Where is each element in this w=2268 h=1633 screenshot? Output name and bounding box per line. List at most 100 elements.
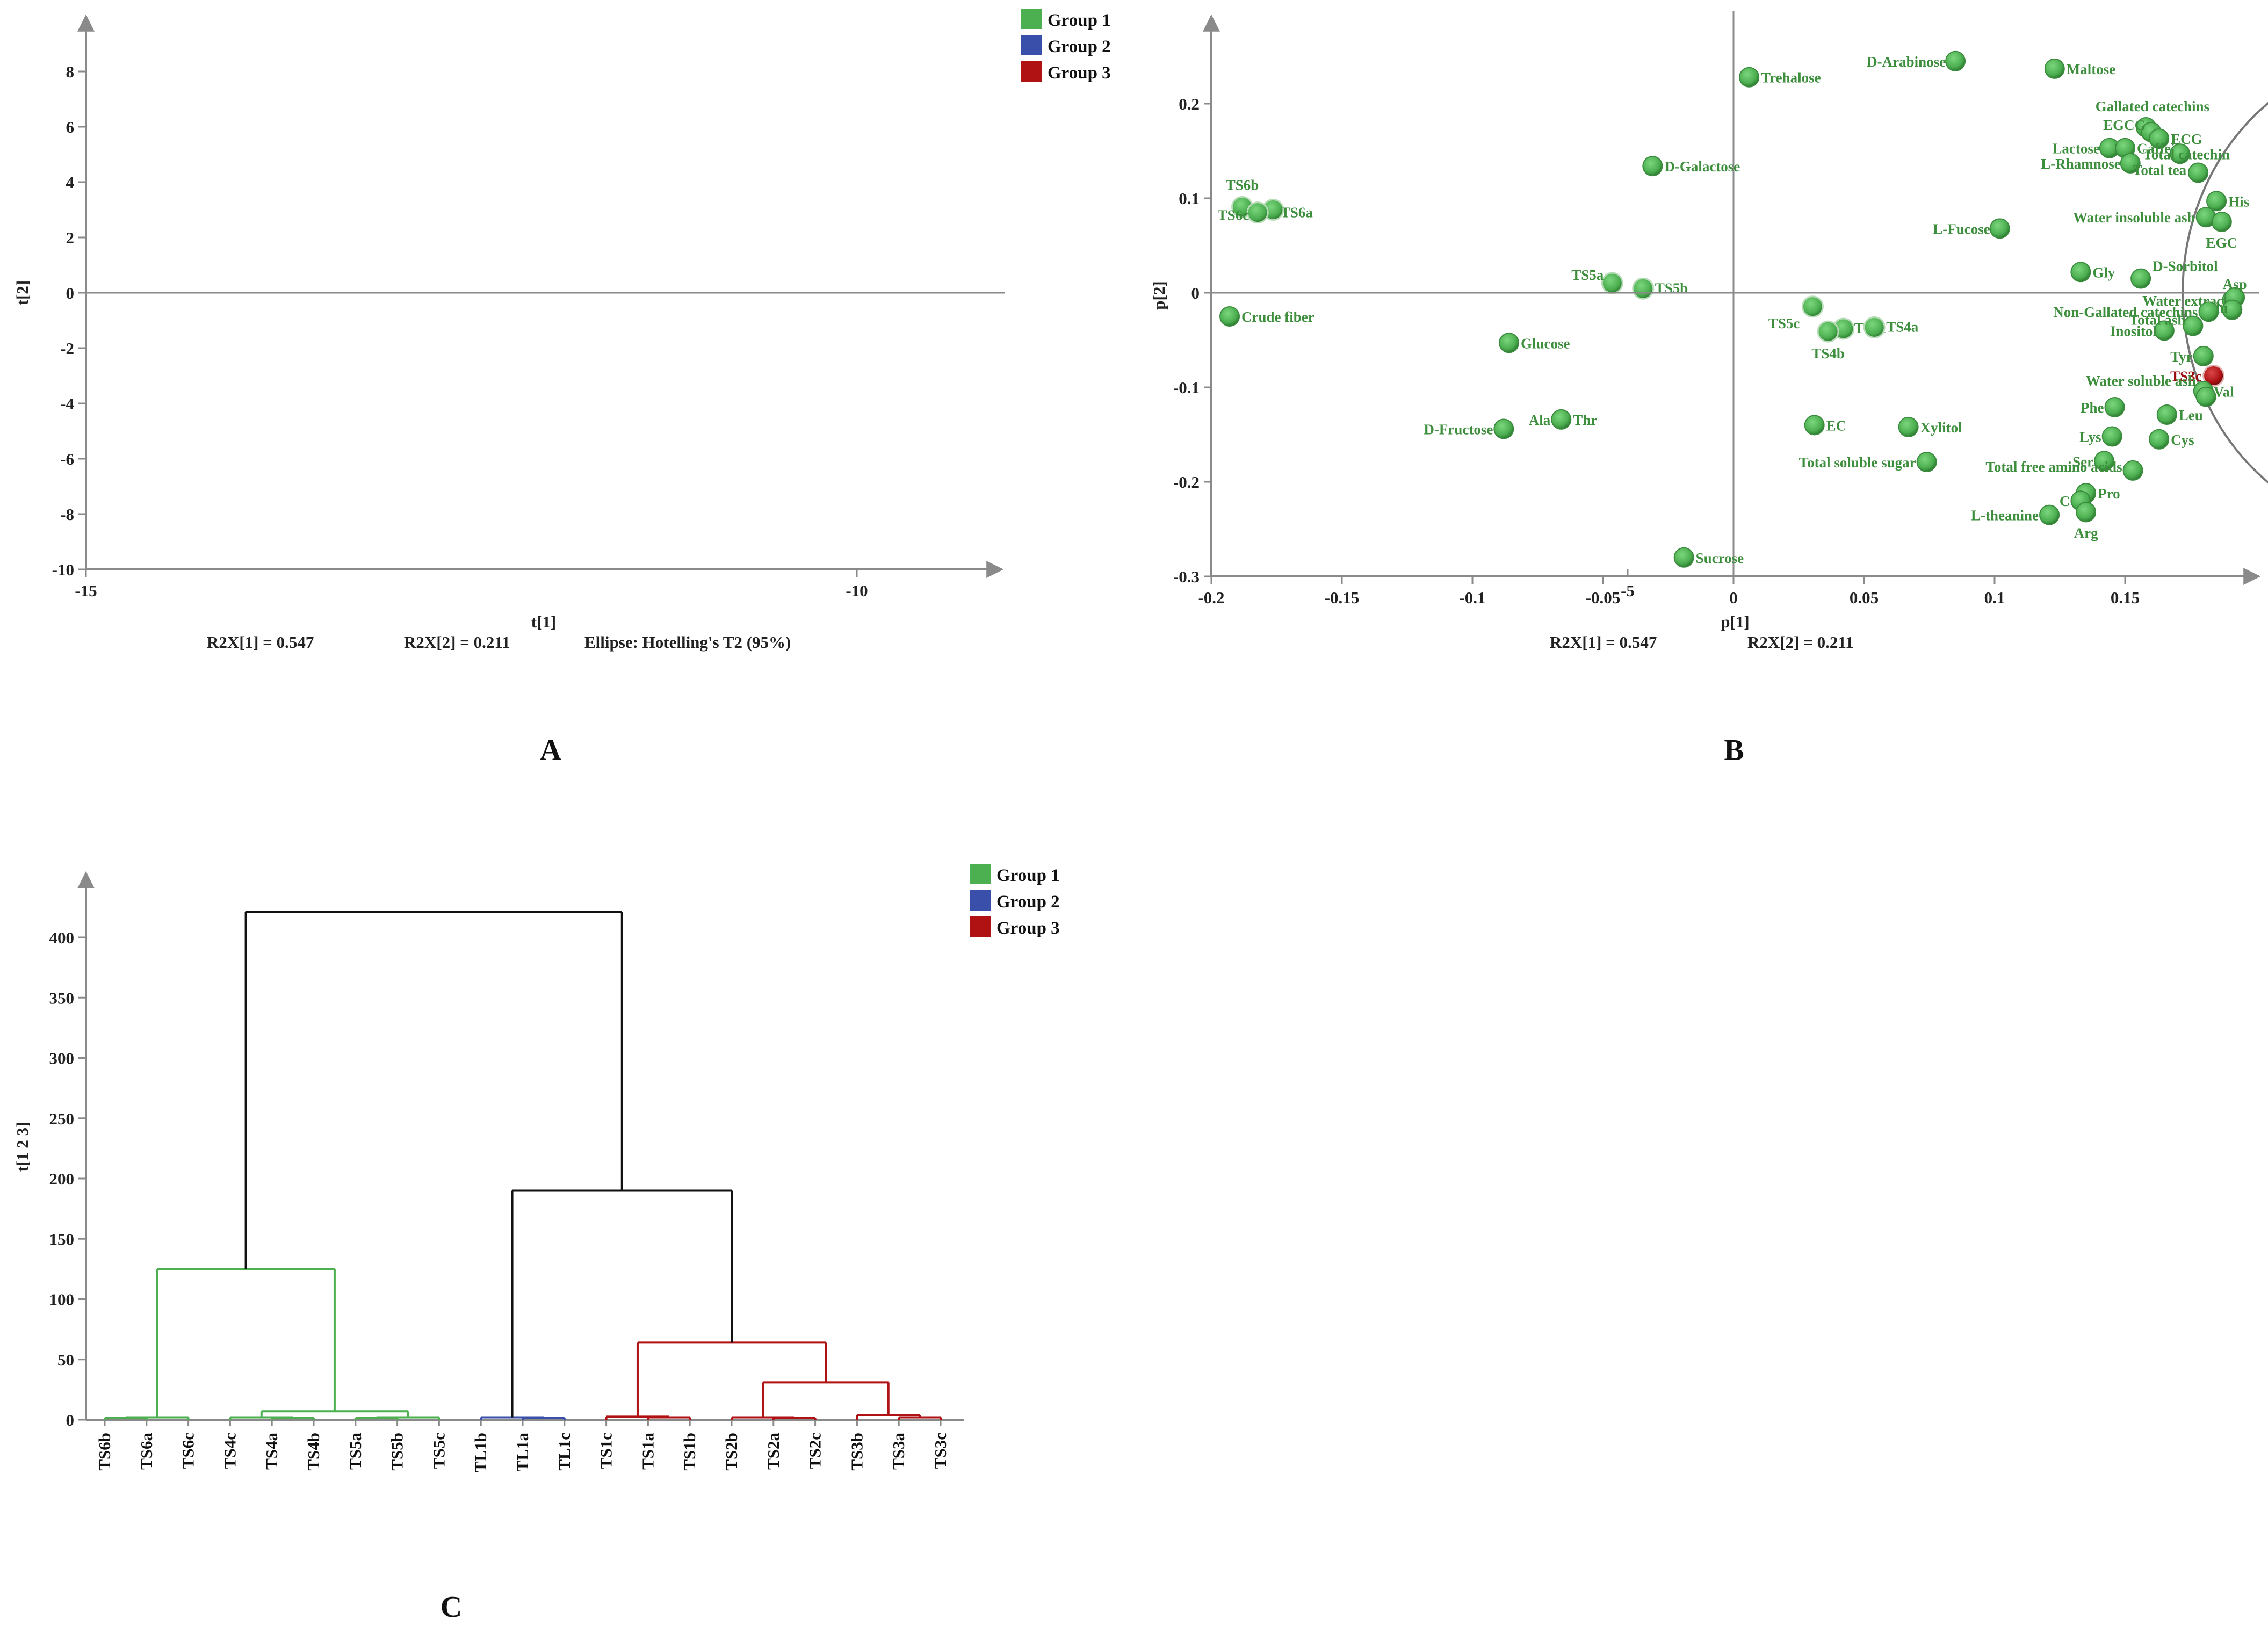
panel-c-y-tick-label: 350: [49, 988, 75, 1007]
panel-a-label-ts4b: TS4b: [1811, 345, 1845, 362]
legend-a-label-group1: Group 1: [1048, 11, 1111, 30]
panel-a-label-ts6a: TS6a: [1281, 205, 1313, 221]
panel-b-label-crude-fiber: Crude fiber: [1241, 309, 1314, 325]
panel-b-label-asp: Asp: [2223, 276, 2247, 292]
panel-b-point-d-fructose: [1493, 418, 1514, 439]
panel-a-y-label: t[2]: [13, 280, 32, 305]
panel-b-label-ec: EC: [1826, 417, 1847, 433]
panel-b-point-val: [2195, 386, 2216, 407]
legend-a: Group 1 Group 2 Group 3: [1021, 9, 1111, 83]
panel-c-leaf-label-ts5b: TS5b: [388, 1433, 407, 1471]
panel-b-point-glu: [2222, 299, 2243, 320]
legend-c-label-group3: Group 3: [996, 919, 1060, 938]
panel-b-label-non-gallated-catechins: Non-Gallated catechins: [2053, 304, 2198, 320]
panel-b-point-total-soluble-sugar: [1916, 452, 1937, 473]
panel-b-point-maltose: [2044, 58, 2065, 79]
panel-b-point-l-fucose: [1989, 218, 2010, 239]
panel-b-label-egcg: EGCG: [2103, 117, 2146, 133]
panel-b-label-total-free-amino-acids: Total free amino acids: [1985, 459, 2122, 475]
panel-c-leaf-label-ts2b: TS2b: [722, 1433, 741, 1471]
panel-b-label-arg: Arg: [2074, 525, 2098, 541]
panel-a-r2x1-note: R2X[1] = 0.547: [207, 633, 314, 652]
panel-b-point-d-galactose: [1642, 156, 1663, 177]
panel-b-r2x2-note: R2X[2] = 0.211: [1747, 633, 1854, 652]
panel-c-y-tick-label: 200: [49, 1169, 75, 1188]
panel-b-label-lys: Lys: [2079, 429, 2101, 445]
panel-b-label-val: Val: [2214, 384, 2235, 400]
panel-b-point-leu: [2156, 404, 2177, 425]
panel-c-dendrogram: 0 50 100 150 200 250 300 350 400 TS6b TS6a TS6c TS4…: [13, 871, 964, 1624]
panel-b-point-l-rhamnose: [2120, 153, 2141, 174]
panel-a-y-tick-label: 2: [66, 228, 75, 247]
panel-b-y-tick-label: 0: [1191, 284, 1200, 302]
panel-b-label-lactose: Lactose: [2052, 141, 2099, 157]
panel-b-x-tick-label: -0.05: [1586, 588, 1621, 607]
panel-b-point-total-catechin: [2170, 143, 2191, 164]
panel-b-label-pro: Pro: [2098, 486, 2120, 502]
panel-b-y-tick-label: 0.1: [1179, 189, 1200, 208]
panel-b-label-d-fructose: D-Fructose: [1424, 421, 1493, 437]
panel-a-x-label: t[1]: [531, 612, 556, 631]
panel-b-label-total-tea: Total tea: [2133, 162, 2187, 178]
panel-c-leaf-label-ts3b: TS3b: [847, 1433, 866, 1471]
panel-a-x-tick-label: -5: [1621, 581, 1635, 600]
panel-b-x-tick-label: 0.15: [2111, 588, 2140, 607]
panel-b-label-total-ash: Total ash: [2129, 312, 2186, 328]
panel-b-x-tick-label: 0.05: [1850, 588, 1879, 607]
panel-b-r2x1-note: R2X[1] = 0.547: [1550, 633, 1657, 652]
panel-b-point-xylitol: [1898, 416, 1919, 437]
panel-c-y-tick-label: 50: [57, 1350, 74, 1369]
panel-b-label-d-sorbitol: D-Sorbitol: [2153, 258, 2218, 274]
panel-a-y-tick-label: 6: [66, 118, 75, 136]
panel-b-point-total-ash: [2183, 315, 2204, 336]
panel-b-point-egc: [2211, 212, 2232, 232]
panel-c-y-tick-label: 300: [49, 1049, 75, 1068]
panel-c-leaf-label-ts3c: TS3c: [931, 1433, 950, 1469]
panel-b-point-tyr: [2193, 345, 2214, 366]
panel-b-point-non-gallated-catechins: [2198, 301, 2219, 322]
panel-a-y-tick-label: -10: [52, 560, 74, 579]
panel-b-label-ala: Ala: [1529, 412, 1551, 428]
panel-b-y-tick-label: -0.2: [1173, 473, 1200, 492]
legend-a-swatch-group1: [1021, 9, 1042, 29]
panel-b-point-ser: [2094, 451, 2115, 472]
panel-b-label-cys: Cys: [2171, 432, 2194, 448]
legend-a-swatch-group3: [1021, 61, 1042, 82]
panel-b-label-l-rhamnose: L-Rhamnose: [2041, 156, 2121, 172]
legend-c-swatch-group3: [970, 916, 991, 937]
panel-a-x-tick-label: -10: [846, 581, 868, 600]
panel-b-label-d-galactose: D-Galactose: [1664, 158, 1740, 175]
panel-a-label-ts5a: TS5a: [1571, 267, 1604, 283]
panel-c-y-label: t[1 2 3]: [13, 1122, 32, 1172]
panel-b-label-gly: Gly: [2092, 264, 2115, 280]
panel-b-letter: B: [1724, 734, 1744, 767]
panel-b-point-thr: [1551, 410, 1571, 429]
panel-a-y-tick-label: 8: [66, 62, 75, 81]
panel-c-y-tick-label: 250: [49, 1109, 75, 1128]
panel-b-point-glucose: [1499, 333, 1520, 353]
panel-c-leaf-label-ts6b: TS6b: [95, 1433, 114, 1471]
panel-b-point-gly: [2070, 262, 2091, 283]
panel-b-y-tick-label: 0.2: [1179, 95, 1200, 113]
panel-b-loading-plot: -0.2 -0.15 -0.1 -0.05 0 0.05 0.1 0.15 -0.3 -0.2 -0…: [1150, 11, 2261, 767]
panel-b-point-lys: [2101, 426, 2122, 447]
panel-b-point-total-tea: [2188, 162, 2209, 183]
panel-a-point-ts5c: [1801, 295, 1824, 318]
panel-b-label-his: His: [2228, 193, 2249, 209]
panel-b-y-tick-label: -0.3: [1173, 567, 1200, 586]
panel-b-point-cys: [2149, 429, 2170, 450]
panel-b-label-water-insoluble-ash: Water insoluble ash: [2073, 209, 2195, 226]
panel-b-point-d-sorbitol: [2130, 268, 2151, 289]
panel-b-point-inositol: [2154, 320, 2175, 341]
panel-b-y-label: p[2]: [1150, 281, 1168, 309]
panel-b-label-inositol: Inositol: [2110, 323, 2157, 339]
panel-a-label-ts3c: TS3c: [2170, 368, 2202, 385]
panel-b-x-tick-label: 0.1: [1984, 588, 2005, 607]
panel-a-point-ts6c: [1246, 201, 1269, 224]
panel-a-y-tick-label: -2: [60, 339, 74, 358]
panel-c-leaf-label-ts4c: TS4c: [220, 1433, 239, 1469]
panel-b-point-ec: [1804, 415, 1825, 436]
panel-b-x-tick-label: -0.2: [1198, 588, 1224, 607]
panel-b-label-tyr: Tyr: [2170, 349, 2193, 365]
panel-a-x-tick-label: -15: [75, 581, 97, 600]
